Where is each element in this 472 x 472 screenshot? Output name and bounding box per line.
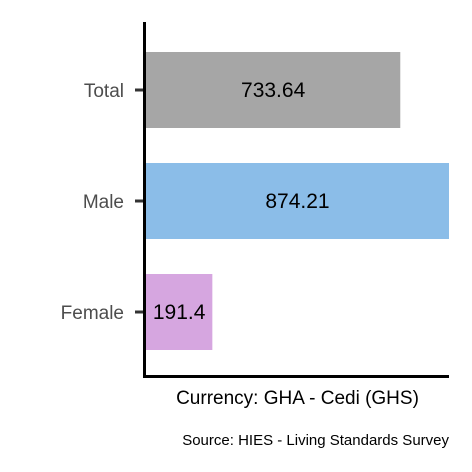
y-axis-ticks: Total Male Female (61, 81, 146, 324)
source-caption: Source: HIES - Living Standards Survey (182, 432, 449, 449)
y-tick-label-total: Total (84, 81, 124, 102)
bar-female (146, 274, 213, 350)
bar-male (146, 163, 449, 239)
bar-total (146, 52, 401, 128)
value-labels-group: 733.64 874.21 191.4 (153, 79, 330, 324)
bar-value-label-total: 733.64 (241, 79, 306, 102)
bar-value-label-male: 874.21 (265, 190, 329, 213)
y-tick-label-female: Female (61, 303, 124, 324)
x-axis-title: Currency: GHA - Cedi (GHS) (176, 388, 419, 409)
y-tick-label-male: Male (83, 192, 124, 213)
bars-group (146, 52, 449, 350)
bar-value-label-female: 191.4 (153, 301, 206, 324)
